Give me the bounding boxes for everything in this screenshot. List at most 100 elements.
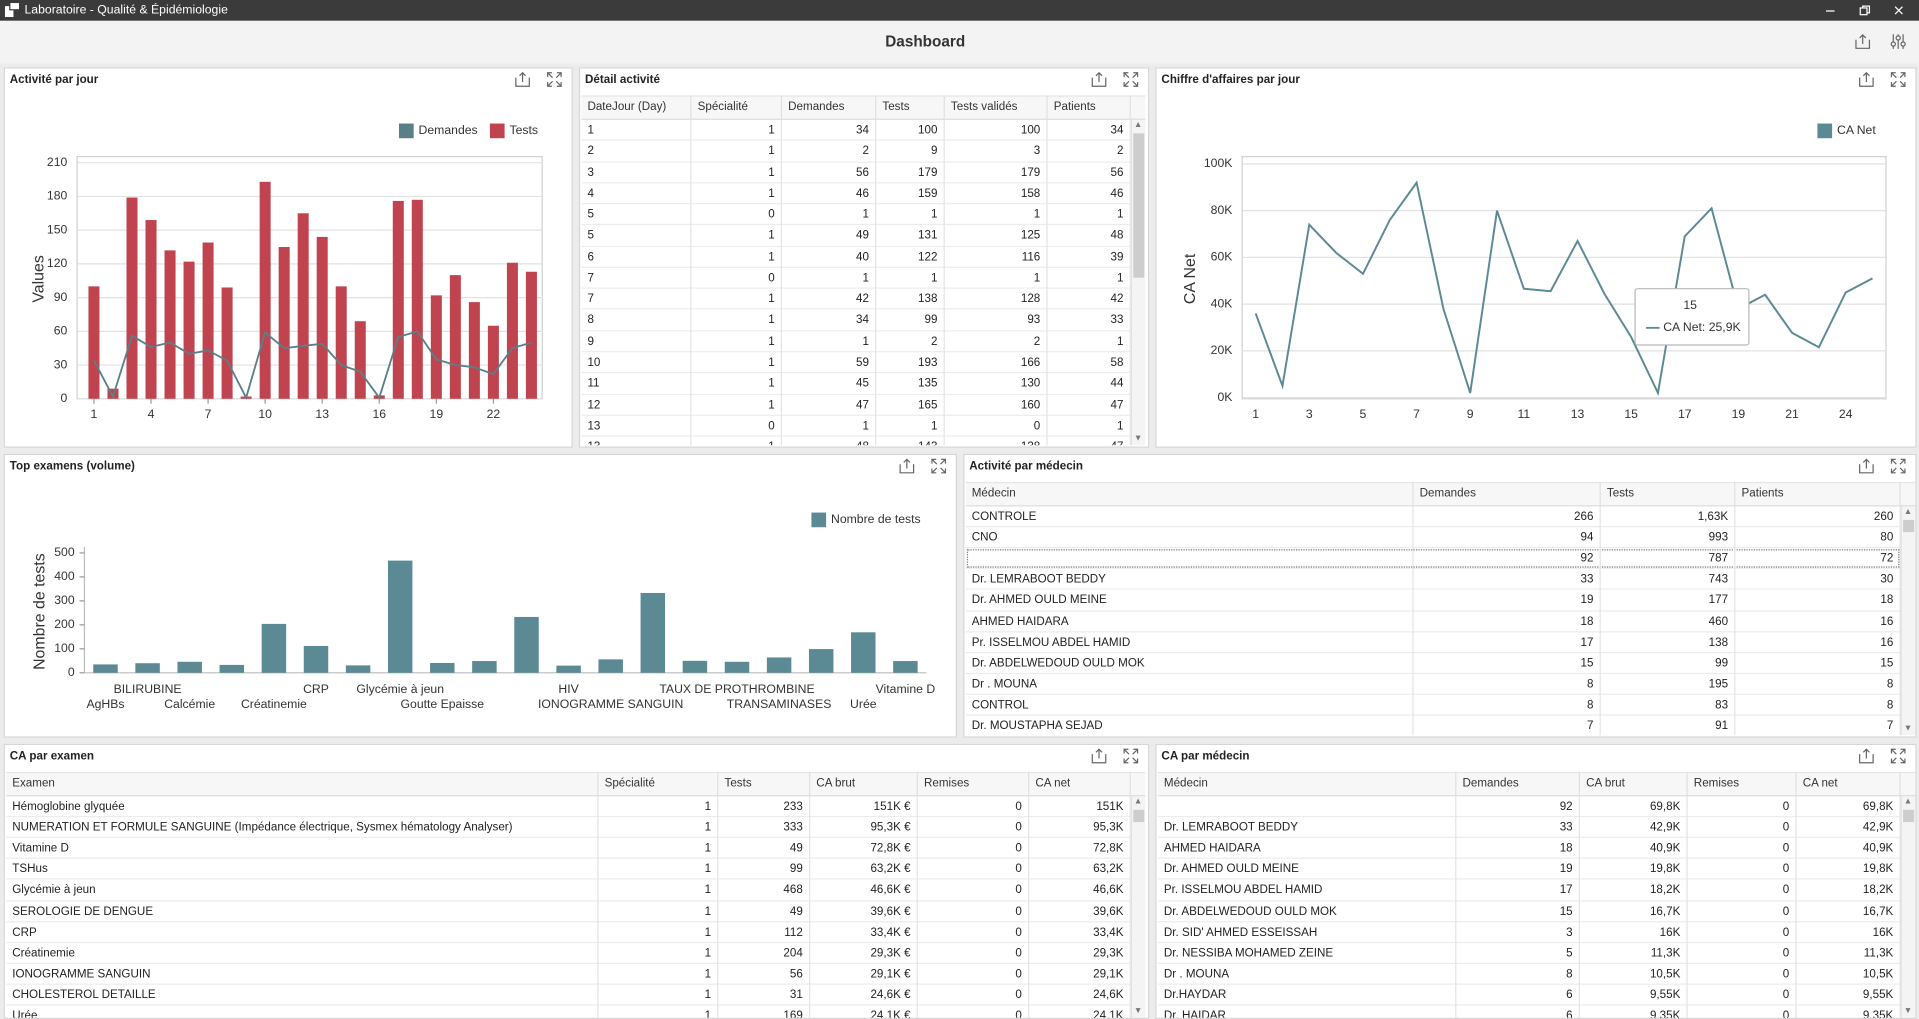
table-row[interactable]: Dr. AHMED OULD MEINE 19 19,8K 0 19,8K	[1157, 859, 1901, 881]
column-header[interactable]: CA brut	[810, 771, 918, 797]
parameters-button[interactable]	[1890, 33, 1907, 50]
export-button[interactable]	[1858, 71, 1875, 88]
scroll-up-arrow[interactable]: ▲	[1133, 797, 1143, 807]
table-row[interactable]: TSHus 1 99 63,2K €0 63,2K	[6, 859, 1131, 881]
column-header[interactable]: DateJour (Day)	[581, 95, 692, 120]
column-header[interactable]: Tests validés	[945, 95, 1048, 120]
maximize-button[interactable]	[1890, 458, 1907, 475]
table-row[interactable]: AHMED HAIDARA 18 460 16	[965, 611, 1901, 633]
table-row[interactable]: CRP 1 112 33,4K €0 33,4K	[6, 922, 1131, 943]
table-row[interactable]: Dr. LEMRABOOT BEDDY 33 42,9K 0 42,9K	[1157, 817, 1901, 839]
table-row[interactable]: Glycémie à jeun 1 468 46,6K €0 46,6K	[6, 880, 1131, 902]
column-header[interactable]: Remises	[1688, 771, 1797, 797]
table-row[interactable]: Dr. ABDELWEDOUD OULD MOK 15 16,7K 0 16,7K	[1157, 901, 1901, 922]
scroll-thumb[interactable]	[1903, 519, 1915, 533]
column-header[interactable]: Tests	[1601, 481, 1736, 507]
table-row[interactable]: Dr. LEMRABOOT BEDDY 33 743 30	[965, 569, 1901, 591]
table-row[interactable]: 13 0 1 1 0 1	[581, 415, 1131, 437]
table-row[interactable]: IONOGRAMME SANGUIN 1 56 29,1K €0 29,1K	[6, 963, 1131, 985]
table-row[interactable]: CONTROLE 266 1,63K 260	[965, 506, 1901, 528]
table-row[interactable]: Hémoglobine glyquée 1 233 151K €0 151K	[6, 796, 1131, 818]
column-header[interactable]: Tests	[876, 95, 945, 120]
column-header[interactable]: CA net	[1029, 771, 1131, 797]
scroll-up-arrow[interactable]: ▲	[1903, 797, 1913, 807]
table-row[interactable]: 92 69,8K 0 69,8K	[1157, 796, 1901, 818]
table-row[interactable]: 5 1 49 131 125 48	[581, 225, 1131, 247]
table-row[interactable]: 7 1 42 138 128 42	[581, 288, 1131, 311]
scroll-down-arrow[interactable]: ▼	[1133, 434, 1143, 443]
export-button[interactable]	[1858, 747, 1875, 764]
table-row[interactable]: 1314814313847	[581, 436, 1131, 446]
export-button[interactable]	[1858, 458, 1875, 475]
column-header[interactable]: Spécialité	[598, 771, 719, 797]
maximize-button[interactable]	[1122, 71, 1139, 88]
export-button[interactable]	[1090, 747, 1107, 764]
scrollbar[interactable]	[1130, 796, 1146, 1018]
table-row[interactable]: CNO 94 993 80	[965, 527, 1901, 549]
table-row[interactable]: 11 1 45 135 130 44	[581, 373, 1131, 395]
table-row[interactable]: SEROLOGIE DE DENGUE 1 49 39,6K €0 39,6K	[6, 901, 1131, 922]
maximize-button[interactable]	[930, 458, 947, 475]
table-row[interactable]: Dr. AHMED OULD MEINE 19 177 18	[965, 590, 1901, 612]
table-row[interactable]: Créatinemie 1 204 29,3K €0 29,3K	[6, 942, 1131, 964]
export-button[interactable]	[1090, 71, 1107, 88]
table-row[interactable]: Pr. ISSELMOU ABDEL HAMID 17 138 16	[965, 632, 1901, 654]
table-row[interactable]: Dr . MOUNA 8 10,5K 0 10,5K	[1157, 963, 1901, 985]
table-row[interactable]: 10 1 59 193 166 58	[581, 352, 1131, 374]
table-row[interactable]: Dr. SID' AHMED ESSEISSAH 3 16K 0 16K	[1157, 922, 1901, 943]
table-row[interactable]: Pr. ISSELMOU ABDEL HAMID 17 18,2K 0 18,2K	[1157, 880, 1901, 902]
table-row[interactable]: Urée 1 169 24,1K €0 24,1K	[6, 1005, 1131, 1018]
scrollbar[interactable]	[1900, 796, 1916, 1018]
column-header[interactable]: Patients	[1735, 481, 1901, 507]
column-header[interactable]: Examen	[6, 771, 599, 797]
table-row[interactable]: Dr. NESSIBA MOHAMED ZEINE 5 11,3K 0 11,3K	[1157, 942, 1901, 964]
column-header[interactable]: Spécialité	[691, 95, 783, 120]
scroll-thumb[interactable]	[1133, 809, 1145, 823]
table-row[interactable]: 92 787 72	[965, 548, 1901, 570]
maximize-button[interactable]	[546, 71, 563, 88]
column-header[interactable]: Remises	[918, 771, 1030, 797]
scroll-down-arrow[interactable]: ▼	[1133, 1006, 1143, 1016]
column-header[interactable]: Tests	[718, 771, 811, 797]
export-button[interactable]	[514, 71, 531, 88]
maximize-button[interactable]	[1890, 747, 1907, 764]
scrollbar[interactable]	[1900, 506, 1916, 736]
table-row[interactable]: CONTROL 8 83 8	[965, 694, 1901, 716]
column-header[interactable]: Patients	[1048, 95, 1131, 120]
scroll-up-arrow[interactable]: ▲	[1903, 507, 1913, 517]
table-row[interactable]: Dr. MOUSTAPHA SEJAD 7 91 7	[966, 715, 1901, 736]
export-dashboard-button[interactable]	[1854, 33, 1871, 50]
scroll-up-arrow[interactable]: ▲	[1133, 121, 1143, 130]
table-row[interactable]: Dr.HAYDAR 6 9,55K 0 9,55K	[1157, 984, 1901, 1006]
column-header[interactable]: Demandes	[1414, 481, 1601, 507]
table-row[interactable]: 6 1 40 122 116 39	[581, 246, 1131, 268]
table-row[interactable]: 4 1 46 159 158 46	[581, 183, 1131, 205]
table-row[interactable]: Dr. ABDELWEDOUD OULD MOK 15 99 15	[965, 653, 1901, 674]
close-button[interactable]	[1892, 4, 1905, 17]
export-button[interactable]	[898, 458, 915, 475]
table-row[interactable]: AHMED HAIDARA 18 40,9K 0 40,9K	[1157, 838, 1901, 860]
maximize-button[interactable]	[1890, 71, 1907, 88]
scroll-down-arrow[interactable]: ▼	[1903, 724, 1913, 733]
column-header[interactable]: Demandes	[1456, 771, 1580, 797]
minimize-button[interactable]	[1824, 4, 1837, 17]
table-row[interactable]: 3 1 56 179 179 56	[581, 162, 1131, 184]
table-row[interactable]: 8 1 34 99 93 33	[581, 310, 1131, 332]
table-row[interactable]: NUMERATION ET FORMULE SANGUINE (Impédanc…	[6, 817, 1131, 839]
scroll-thumb[interactable]	[1903, 809, 1915, 823]
column-header[interactable]: Médecin	[966, 481, 1414, 507]
table-row[interactable]: 12 1 47 165 160 47	[581, 394, 1131, 416]
scroll-down-arrow[interactable]: ▼	[1903, 1006, 1913, 1016]
maximize-button[interactable]	[1122, 747, 1139, 764]
column-header[interactable]: Demandes	[782, 95, 877, 120]
scroll-thumb[interactable]	[1133, 133, 1145, 278]
table-row[interactable]: Dr . MOUNA 8 195 8	[965, 673, 1901, 695]
table-row[interactable]: Vitamine D 1 49 72,8K €0 72,8K	[6, 838, 1131, 860]
restore-button[interactable]	[1858, 4, 1871, 17]
column-header[interactable]: CA net	[1797, 771, 1901, 797]
column-header[interactable]: CA brut	[1580, 771, 1688, 797]
